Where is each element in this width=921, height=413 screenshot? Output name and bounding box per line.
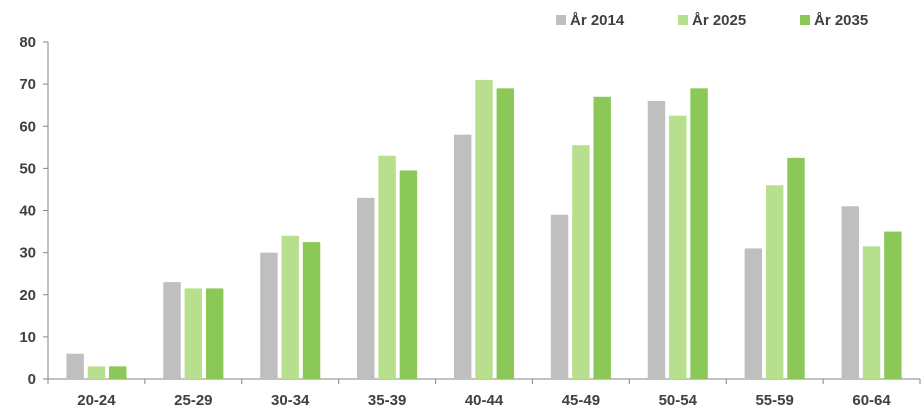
legend-swatch-2 <box>678 15 688 25</box>
bar-1-25-29 <box>163 282 181 379</box>
bar-3-35-39 <box>399 170 418 379</box>
x-category-label: 40-44 <box>465 392 504 409</box>
x-category-label: 55-59 <box>755 392 793 409</box>
legend: År 2014 År 2025 År 2035 <box>556 12 868 29</box>
bar-1-55-59 <box>744 248 763 379</box>
bar-3-40-44 <box>496 88 515 380</box>
x-category-label: 25-29 <box>174 392 212 409</box>
y-tick-label: 60 <box>19 118 36 135</box>
x-category-label: 45-49 <box>562 392 600 409</box>
bar-2-50-54 <box>669 115 687 379</box>
legend-swatch-1 <box>556 15 566 25</box>
bar-1-60-64 <box>841 206 859 379</box>
bar-2-25-29 <box>184 288 203 379</box>
bar-1-20-24 <box>66 353 84 379</box>
legend-label-1: År 2014 <box>570 12 625 29</box>
x-category-label: 30-34 <box>271 392 310 409</box>
legend-swatch-3 <box>800 15 810 25</box>
bar-2-30-34 <box>281 235 299 379</box>
x-category-label: 20-24 <box>77 392 116 409</box>
bars <box>66 79 902 380</box>
bar-2-40-44 <box>475 79 493 379</box>
x-category-label: 50-54 <box>659 392 698 409</box>
bar-3-55-59 <box>787 157 805 379</box>
bar-3-20-24 <box>109 366 127 379</box>
x-category-label: 35-39 <box>368 392 406 409</box>
bar-2-20-24 <box>87 366 106 379</box>
y-tick-label: 70 <box>19 76 36 93</box>
bar-1-50-54 <box>647 100 666 379</box>
y-tick-label: 40 <box>19 203 36 220</box>
y-tick-label: 0 <box>28 371 36 388</box>
legend-label-2: År 2025 <box>692 12 746 29</box>
bar-1-30-34 <box>260 252 278 379</box>
bar-1-45-49 <box>550 214 569 379</box>
y-tick-label: 30 <box>19 245 36 262</box>
x-axis: 20-24 25-29 30-34 35-39 40-44 45-49 50-54 55-59… <box>47 378 921 409</box>
bar-2-45-49 <box>572 145 590 379</box>
bar-3-45-49 <box>593 96 611 379</box>
legend-label-3: År 2035 <box>814 12 868 29</box>
bar-3-25-29 <box>205 288 224 379</box>
x-category-label: 60-64 <box>852 392 891 409</box>
bar-3-30-34 <box>302 242 321 379</box>
y-tick-label: 10 <box>19 329 36 346</box>
bar-3-50-54 <box>690 88 708 380</box>
bar-2-35-39 <box>378 155 396 379</box>
bar-1-35-39 <box>357 197 375 379</box>
y-tick-label: 50 <box>19 160 36 177</box>
y-tick-label: 20 <box>19 287 36 304</box>
bar-3-60-64 <box>884 231 902 379</box>
y-tick-label: 80 <box>19 34 36 51</box>
bar-1-40-44 <box>453 134 472 379</box>
bar-2-55-59 <box>765 185 784 379</box>
bar-2-60-64 <box>862 246 881 379</box>
y-axis: 0 10 20 30 40 50 60 70 80 <box>19 34 49 388</box>
